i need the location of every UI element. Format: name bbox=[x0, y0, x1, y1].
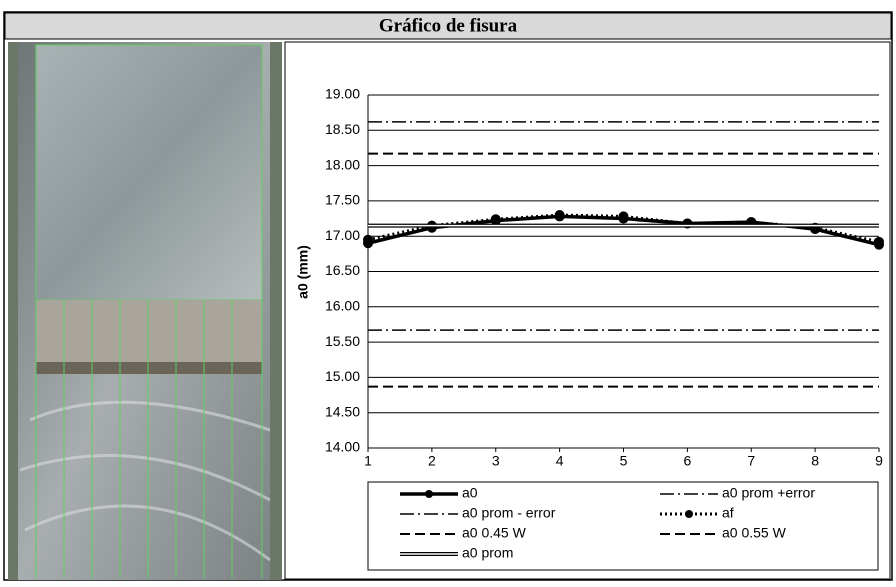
legend-label: a0 prom bbox=[462, 545, 513, 561]
x-tick-label: 1 bbox=[364, 453, 372, 469]
x-tick-label: 6 bbox=[683, 453, 691, 469]
point bbox=[618, 211, 629, 222]
y-tick-label: 16.00 bbox=[325, 298, 360, 314]
y-tick-label: 14.50 bbox=[325, 403, 360, 419]
y-axis-label: a0 (mm) bbox=[295, 245, 311, 299]
legend-label: af bbox=[722, 505, 734, 521]
specimen-photo bbox=[8, 42, 282, 580]
point bbox=[554, 210, 565, 221]
series-line bbox=[367, 213, 880, 244]
legend-label: a0 prom +error bbox=[722, 485, 815, 501]
legend-marker bbox=[425, 490, 433, 498]
y-tick-label: 18.50 bbox=[325, 121, 360, 137]
page-title: Gráfico de fisura bbox=[379, 15, 518, 36]
y-tick-label: 14.00 bbox=[325, 439, 360, 455]
y-tick-label: 17.00 bbox=[325, 227, 360, 243]
y-tick-label: 17.50 bbox=[325, 192, 360, 208]
legend-label: a0 0.45 W bbox=[462, 525, 527, 541]
y-tick-label: 16.50 bbox=[325, 262, 360, 278]
x-tick-label: 8 bbox=[811, 453, 819, 469]
y-tick-label: 18.00 bbox=[325, 156, 360, 172]
point bbox=[874, 236, 884, 247]
y-tick-label: 15.50 bbox=[325, 333, 360, 349]
x-tick-label: 9 bbox=[875, 453, 883, 469]
legend-marker bbox=[685, 510, 693, 518]
legend-label: a0 bbox=[462, 485, 478, 501]
y-tick-label: 15.00 bbox=[325, 368, 360, 384]
x-tick-label: 3 bbox=[492, 453, 500, 469]
x-tick-label: 5 bbox=[620, 453, 628, 469]
legend-label: a0 prom - error bbox=[462, 505, 556, 521]
x-tick-label: 4 bbox=[556, 453, 564, 469]
point bbox=[490, 214, 501, 225]
x-tick-label: 7 bbox=[747, 453, 755, 469]
x-tick-label: 2 bbox=[428, 453, 436, 469]
title-bar bbox=[4, 12, 892, 40]
y-tick-label: 19.00 bbox=[325, 86, 360, 102]
point bbox=[363, 234, 373, 245]
legend-label: a0 0.55 W bbox=[722, 525, 787, 541]
